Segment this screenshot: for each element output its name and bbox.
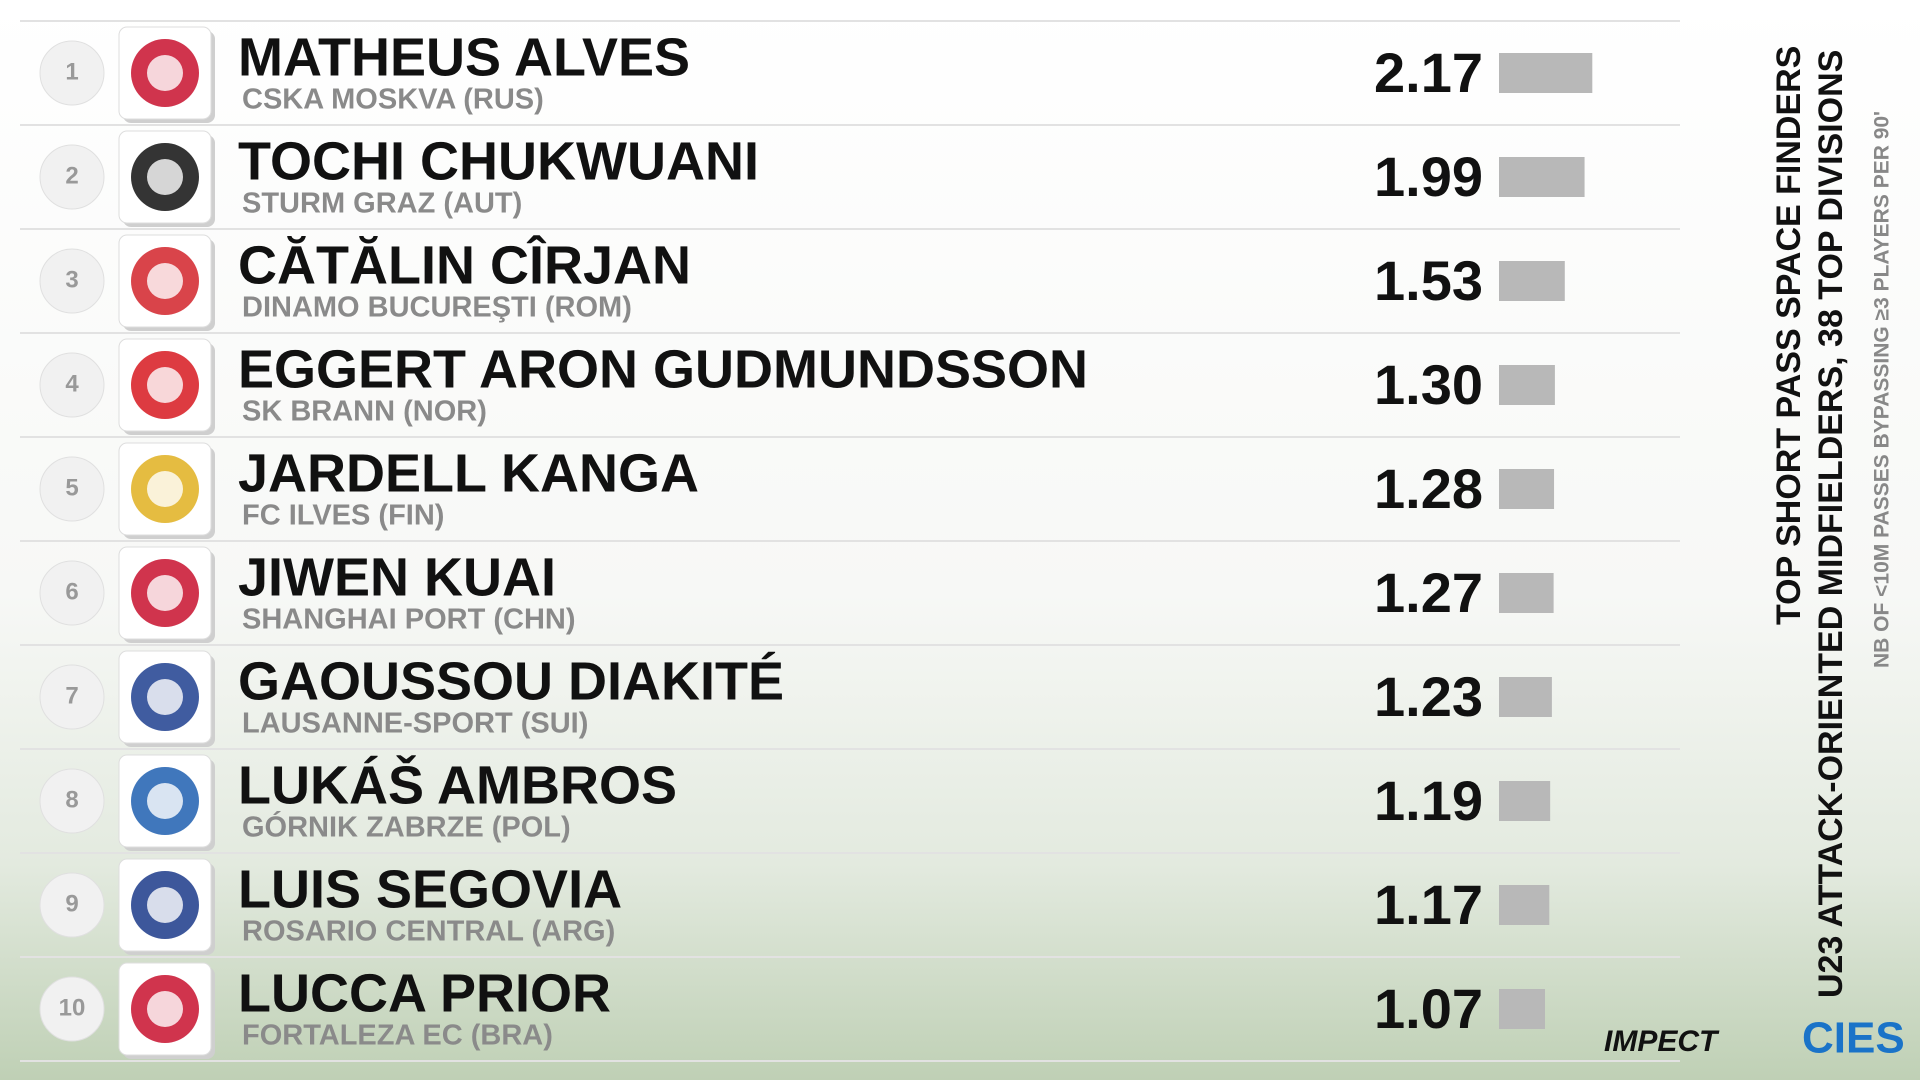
club-logo-inner [147,991,183,1027]
rank-badge [39,144,105,210]
club-logo-inner [147,887,183,923]
rank: 8 [65,786,78,813]
club-logo-inner [147,471,183,507]
brand-logo: CIES [1802,1014,1905,1063]
chart-title: TOP SHORT PASS SPACE FINDERS [1770,46,1808,625]
rank: 10 [59,994,86,1021]
partner-logo: IMPECT [1604,1025,1720,1058]
bar [1499,885,1550,925]
rank-badge [39,768,105,834]
value-label: 1.17 [1374,873,1483,936]
value-label: 1.30 [1374,353,1483,416]
club-logo-inner [147,55,183,91]
bar [1499,157,1585,197]
club-name: SK BRANN (NOR) [242,396,487,428]
bar [1499,53,1593,93]
value-label: 1.99 [1374,145,1483,208]
rank-badge [39,456,105,522]
value-label: 1.07 [1374,977,1483,1040]
player-name: LUKÁŠ AMBROS [238,754,677,815]
rank-badge [39,872,105,938]
value-label: 1.23 [1374,665,1483,728]
player-name: GAOUSSOU DIAKITÉ [238,651,784,711]
club-name: ROSARIO CENTRAL (ARG) [242,916,615,948]
bar [1499,989,1546,1029]
rank: 2 [65,162,78,189]
club-name: FORTALEZA EC (BRA) [242,1020,553,1052]
player-name: LUIS SEGOVIA [238,859,622,919]
rank: 9 [65,890,78,917]
value-label: 2.17 [1374,41,1483,104]
bar [1499,781,1551,821]
club-logo-inner [147,575,183,611]
rank: 5 [65,474,78,501]
rank: 7 [65,682,78,709]
rank: 1 [65,58,78,85]
chart-note: NB OF <10M PASSES BYPASSING ≥3 PLAYERS P… [1871,111,1894,668]
rank-badge [39,352,105,418]
club-logo-inner [147,783,183,819]
player-name: MATHEUS ALVES [238,27,690,87]
rank-badge [39,664,105,730]
player-name: LUCCA PRIOR [238,963,611,1023]
club-logo-inner [147,159,183,195]
club-name: CSKA MOSKVA (RUS) [242,84,544,116]
bar [1499,677,1552,717]
player-name: JARDELL KANGA [238,443,699,503]
player-name: CĂTĂLIN CÎRJAN [238,234,691,295]
bar [1499,261,1565,301]
bar [1499,573,1554,613]
club-name: DINAMO BUCUREŞTI (ROM) [242,292,632,324]
rank-badge [39,560,105,626]
chart-subtitle: U23 ATTACK-ORIENTED MIDFIELDERS, 38 TOP … [1812,50,1850,998]
rank: 3 [65,266,78,293]
rank: 4 [65,370,79,397]
value-label: 1.27 [1374,561,1483,624]
club-logo-inner [147,263,183,299]
rank: 6 [65,578,78,605]
rank-badge [39,40,105,106]
player-name: EGGERT ARON GUDMUNDSSON [238,339,1088,399]
club-name: STURM GRAZ (AUT) [242,188,522,220]
player-name: TOCHI CHUKWUANI [238,131,759,191]
player-name: JIWEN KUAI [238,547,556,607]
rank-badge [39,976,105,1042]
club-name: LAUSANNE-SPORT (SUI) [242,708,588,740]
club-name: FC ILVES (FIN) [242,500,444,532]
bar [1499,365,1555,405]
club-name: SHANGHAI PORT (CHN) [242,604,576,636]
club-logo-inner [147,679,183,715]
value-label: 1.28 [1374,457,1483,520]
club-logo-inner [147,367,183,403]
rank-badge [39,248,105,314]
value-label: 1.19 [1374,769,1483,832]
value-label: 1.53 [1374,249,1483,312]
club-name: GÓRNIK ZABRZE (POL) [242,810,571,844]
bar [1499,469,1555,509]
